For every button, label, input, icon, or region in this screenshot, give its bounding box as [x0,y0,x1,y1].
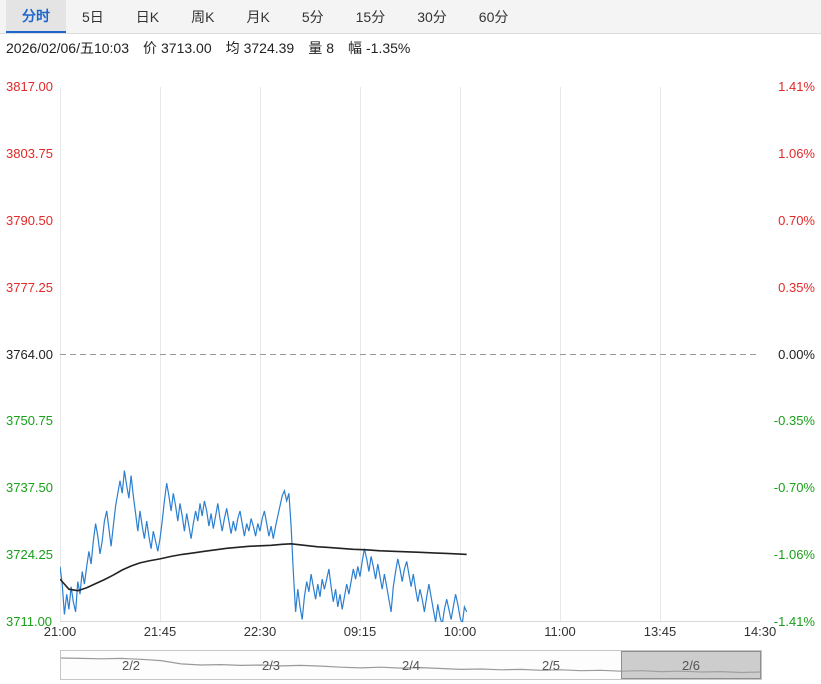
price-plot[interactable] [60,87,760,622]
navigator-date-label: 2/3 [261,658,281,673]
y-axis-percent-label: 1.41% [778,79,815,94]
y-axis-price-label: 3777.25 [6,279,53,295]
x-axis-time-label: 11:00 [544,624,576,639]
x-axis-time-label: 21:45 [143,624,177,639]
date-range-navigator[interactable]: 2/2 2/3 2/4 2/5 2/6 [60,650,762,680]
change-group: 幅 -1.35% [348,38,410,58]
tab-daily-k[interactable]: 日K [135,8,160,25]
y-axis-percent-label: 0.70% [778,212,815,228]
navigator-date-label: 2/5 [541,658,561,673]
x-axis-time-label: 10:00 [443,624,477,639]
x-axis-time-label: 14:30 [743,624,777,639]
average-line [60,542,467,592]
volume-label: 量 [308,40,323,56]
y-axis-percent-label: 0.00% [778,346,815,362]
y-axis-percent-label: 1.06% [778,145,815,161]
y-axis-percent-label: -1.06% [773,547,815,563]
y-axis-percent-label: -1.41% [773,614,815,629]
tab-60-min[interactable]: 60分 [478,8,509,25]
tab-weekly-k[interactable]: 周K [191,8,215,25]
tab-30-min[interactable]: 30分 [417,8,447,25]
tab-monthly-k[interactable]: 月K [246,8,270,25]
average-label: 均 [225,40,240,56]
y-axis-price-label: 3724.25 [6,547,53,563]
y-axis-price-label: 3737.50 [6,480,53,496]
average-value: 3724.39 [243,40,295,56]
x-axis-time-label: 13:45 [643,624,677,639]
price-line [60,470,468,622]
y-axis-price-label: 3711.00 [6,614,53,629]
price-value: 3713.00 [161,40,212,56]
y-axis-percent-label: -0.70% [773,480,815,496]
x-axis-time-label: 21:00 [43,624,77,639]
y-axis-price-label: 3764.00 [6,346,53,362]
chart-area: 3817.00 3803.75 3790.50 3777.25 3764.00 … [0,62,821,648]
tab-5-day[interactable]: 5日 [82,8,104,25]
price-label: 价 [143,40,157,56]
tab-minute-chart[interactable]: 分时 [6,0,66,33]
time-axis: 21:00 21:45 22:30 09:15 10:00 11:00 13:45 14:30 [44,624,777,644]
price-group: 价 3713.00 [143,38,212,58]
tab-15-min[interactable]: 15分 [355,8,386,25]
volume-value: 8 [326,40,335,56]
price-axis-left: 3817.00 3803.75 3790.50 3777.25 3764.00 … [6,79,53,630]
x-axis-time-label: 09:15 [343,624,377,639]
change-label: 幅 [348,40,363,56]
y-axis-percent-label: 0.35% [778,279,815,295]
navigator-date-label: 2/2 [121,658,141,673]
y-axis-price-label: 3817.00 [6,79,53,94]
navigator-date-label: 2/4 [401,658,421,673]
x-axis-time-label: 22:30 [243,624,277,639]
percent-axis-right: 1.41% 1.06% 0.70% 0.35% 0.00% -0.35% -0.… [774,79,815,630]
navigator-window-thumb[interactable] [621,651,761,679]
period-tab-bar: 分时 5日 日K 周K 月K 5分 15分 30分 60分 [0,0,821,34]
navigator-date-label: 2/6 [681,658,701,673]
tab-5-min[interactable]: 5分 [301,8,324,25]
y-axis-percent-label: -0.35% [773,413,815,429]
change-value: -1.35% [366,40,411,56]
y-axis-price-label: 3790.50 [6,212,53,228]
y-axis-price-label: 3750.75 [6,413,53,429]
datetime-text: 2026/02/06/五10:03 [6,40,129,56]
y-axis-price-label: 3803.75 [6,145,53,161]
average-group: 均 3724.39 [226,38,295,58]
